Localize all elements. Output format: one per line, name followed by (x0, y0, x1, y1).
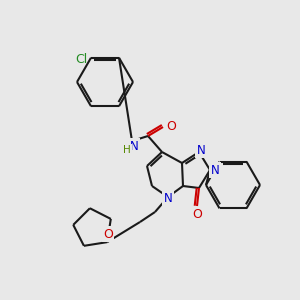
Text: N: N (211, 164, 219, 176)
Text: N: N (164, 193, 172, 206)
Text: Cl: Cl (75, 53, 87, 66)
Text: H: H (123, 145, 131, 155)
Text: O: O (192, 208, 202, 221)
Text: O: O (103, 228, 113, 241)
Text: N: N (196, 143, 206, 157)
Text: N: N (130, 140, 138, 152)
Text: O: O (166, 119, 176, 133)
